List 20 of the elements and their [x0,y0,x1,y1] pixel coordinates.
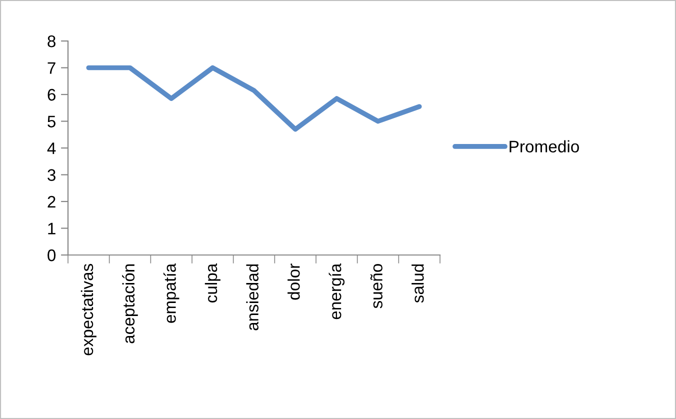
x-tick-label: energía [328,263,345,320]
y-tick-label: 0 [48,249,56,262]
x-tick-label: culpa [204,263,220,302]
y-tick-label: 8 [48,35,56,48]
y-tick-label: 2 [48,196,56,208]
x-tick-label: salud [412,264,424,303]
y-tick-label: 3 [48,169,56,181]
x-tick-label: sueño [370,264,382,308]
line-series [86,65,422,132]
x-tick-label: expectativas [80,264,96,356]
y-tick-label: 4 [47,142,56,154]
y-tick-label: 5 [48,116,56,128]
x-tick-label: empatía [163,263,180,323]
x-tick-label: dolor [288,264,300,300]
y-tick-label: 6 [48,88,56,101]
legend-label: Promedio [510,140,579,152]
y-tick-label: 1 [48,222,56,234]
y-tick-label: 7 [48,62,56,74]
x-tick-label: aceptación [122,264,138,344]
x-tick-label: ansiedad [246,264,258,330]
